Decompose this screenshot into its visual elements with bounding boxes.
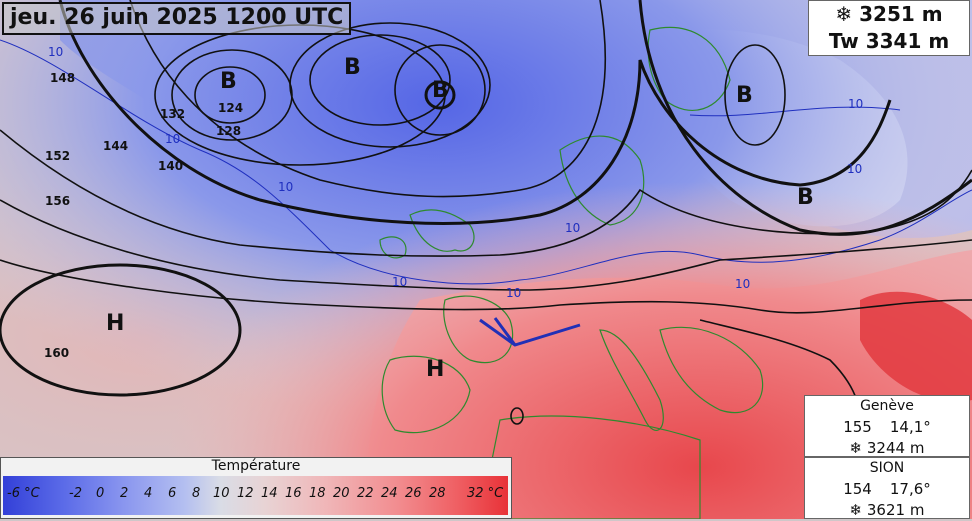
- contour-label: 128: [216, 124, 241, 138]
- station-name: Genève: [860, 398, 914, 414]
- station-value2: 17,6°: [889, 480, 931, 498]
- pressure-centers: B B B B B H H: [106, 55, 814, 382]
- altitude-box: ❄ 3251 m Tw 3341 m: [808, 0, 970, 56]
- station-geneve: Genève 155 14,1° ❄ 3244 m: [804, 395, 970, 457]
- contour-label: 148: [50, 71, 75, 85]
- legend-tick: 6: [168, 486, 177, 501]
- wetbulb-level: Tw 3341 m: [828, 29, 950, 53]
- coastlines: [379, 26, 764, 519]
- jet-barbs: [479, 317, 581, 347]
- map-title: jeu. 26 juin 2025 1200 UTC: [2, 2, 352, 35]
- high-center-2: H: [426, 357, 444, 382]
- legend-tick: 12: [237, 486, 254, 501]
- contour-label: 132: [160, 107, 185, 121]
- low-center-4: B: [736, 83, 753, 108]
- isotherm-label: 10: [848, 97, 863, 111]
- low-center-5: B: [797, 185, 814, 210]
- legend-tick: 28: [429, 486, 446, 501]
- station-sion: SION 154 17,6° ❄ 3621 m: [804, 457, 970, 519]
- contour-label: 124: [218, 101, 243, 115]
- low-center-3: B: [432, 78, 449, 103]
- legend-tick: 22: [357, 486, 374, 501]
- legend-tick: 14: [261, 486, 278, 501]
- legend-tick: 4: [144, 486, 153, 501]
- isotherm-labels: 10 10 10 10 10 10 10 10 10: [48, 45, 863, 300]
- legend-tick: -2: [69, 486, 82, 501]
- isotherm-label: 10: [278, 180, 293, 194]
- contour-label: 156: [45, 194, 70, 208]
- legend-tick: 32 °C: [467, 486, 504, 501]
- contour-label: 140: [158, 159, 183, 173]
- isotherm-label: 10: [735, 277, 750, 291]
- legend-tick: 26: [405, 486, 422, 501]
- legend-colorbar: [3, 476, 508, 515]
- legend-tick: 18: [309, 486, 326, 501]
- legend-tick: 24: [381, 486, 398, 501]
- isotherm-label: 10: [165, 132, 180, 146]
- station-values: 154 17,6°: [805, 479, 969, 500]
- contour-label: 144: [103, 139, 128, 153]
- high-center-1: H: [106, 311, 124, 336]
- legend-tick: -6 °C: [7, 486, 40, 501]
- isotherm-label: 10: [48, 45, 63, 59]
- contour-label: 160: [44, 346, 69, 360]
- station-name: SION: [869, 460, 905, 476]
- isotherm-label: 10: [847, 162, 862, 176]
- legend-title: Température: [211, 458, 301, 474]
- isotherm-label: 10: [392, 275, 407, 289]
- legend-tick: 2: [120, 486, 129, 501]
- low-center-2: B: [344, 55, 361, 80]
- station-value2: 14,1°: [889, 418, 931, 436]
- isotherm-label: 10: [506, 286, 521, 300]
- contour-labels: 124 128 132 140 144 148 152 156 160: [44, 71, 243, 360]
- station-freezing: ❄ 3621 m: [849, 501, 925, 519]
- isotherm-label: 10: [565, 221, 580, 235]
- station-freezing: ❄ 3244 m: [849, 439, 925, 457]
- station-value1: 154: [843, 480, 872, 498]
- low-center-1: B: [220, 69, 237, 94]
- legend-tick: 8: [192, 486, 201, 501]
- legend-tick: 16: [285, 486, 302, 501]
- contour-label: 152: [45, 149, 70, 163]
- legend-tick: 0: [96, 486, 105, 501]
- station-values: 155 14,1°: [805, 417, 969, 438]
- temperature-legend: Température -6 °C -2 0 2 4 6 8 10 12 14 …: [0, 457, 512, 519]
- freezing-level: ❄ 3251 m: [835, 2, 943, 26]
- legend-tick: 10: [213, 486, 230, 501]
- station-value1: 155: [843, 418, 872, 436]
- legend-tick: 20: [333, 486, 350, 501]
